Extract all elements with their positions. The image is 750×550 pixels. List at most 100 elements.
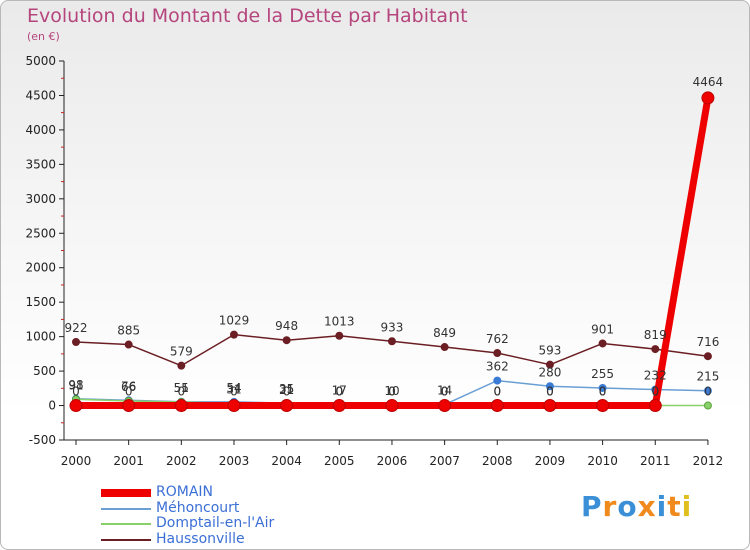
data-label: 922 [65,321,88,335]
legend-label: Haussonville [156,531,245,547]
logo-letter: o [617,490,638,523]
data-point [438,399,452,413]
data-point [703,401,712,410]
data-label: 232 [644,369,667,383]
data-label: 1013 [324,315,355,329]
data-label: 31 [226,382,241,396]
logo-letter: x [637,490,657,523]
data-label: 819 [644,328,667,342]
x-tick-label: 2004 [271,454,302,468]
data-label: 0 [441,385,449,399]
data-label: 593 [538,344,561,358]
data-point [72,338,80,347]
data-label: 51 [174,381,189,395]
data-label: 10 [384,384,399,398]
data-label: 4464 [693,75,724,89]
proxiti-logo: Proxiti [581,490,692,523]
data-point [122,399,136,413]
data-point [124,340,133,349]
data-point [174,399,188,413]
x-tick-label: 2007 [429,454,460,468]
data-point [493,349,502,358]
data-label: 362 [486,360,509,374]
data-point [280,399,294,413]
data-point [177,361,186,370]
data-point [227,399,241,413]
data-label: 0 [599,385,607,399]
data-label: 885 [117,324,140,338]
data-point [703,352,712,361]
y-tick-label: 3500 [25,157,56,171]
y-tick-label: 2500 [25,226,56,240]
series-line-0 [76,97,712,410]
data-label: 0 [493,385,501,399]
data-label: 0 [704,385,712,399]
logo-letter: P [581,490,603,523]
data-label: 21 [279,383,294,397]
y-tick-label: 5000 [25,54,56,68]
data-label: 98 [68,378,83,392]
data-label: 849 [433,326,456,340]
data-point [335,331,344,340]
data-label: 0 [546,385,554,399]
data-label: 579 [170,345,193,359]
chart-subtitle: (en €) [27,30,60,43]
y-tick-label: 2000 [25,261,56,275]
x-tick-label: 2012 [693,454,724,468]
data-label: 0 [283,385,291,399]
x-tick-label: 2003 [219,454,250,468]
data-label: 76 [121,379,136,393]
legend-swatch [101,539,151,541]
chart-title: Evolution du Montant de la Dette par Hab… [27,5,468,27]
data-point [387,337,396,346]
legend-swatch [101,523,151,525]
data-label: 0 [335,385,343,399]
data-label: 716 [696,335,719,349]
y-tick-label: 1500 [25,295,56,309]
data-label: 0 [651,385,659,399]
data-label: 14 [437,384,452,398]
data-label: 1029 [219,314,250,328]
data-point [651,345,660,354]
y-tick-label: 500 [33,364,56,378]
data-point [596,399,610,413]
data-point [440,343,449,352]
y-tick-label: 0 [48,399,56,413]
x-tick-label: 2009 [535,454,566,468]
logo-letter: t [667,490,682,523]
data-label: 0 [230,385,238,399]
data-label: 0 [388,385,396,399]
x-tick-label: 2002 [166,454,197,468]
x-tick-label: 2008 [482,454,513,468]
legend-swatch [101,508,151,510]
x-tick-label: 2000 [61,454,92,468]
data-label: 91 [68,378,83,392]
data-point [598,383,607,392]
data-label: 55 [174,381,189,395]
logo-letter: r [602,490,618,523]
data-label: 0 [651,385,659,399]
data-point [545,360,554,369]
y-tick-label: 1000 [25,330,56,344]
data-point [385,399,399,413]
data-label: 280 [538,365,561,379]
data-point [332,399,346,413]
x-tick-label: 2005 [324,454,355,468]
legend-label: Méhoncourt [156,500,240,516]
data-label: 901 [591,322,614,336]
data-label: 0 [177,385,185,399]
data-label: 66 [121,380,136,394]
data-point [701,91,715,105]
data-point [543,399,557,413]
data-label: 0 [441,385,449,399]
data-point [229,330,238,339]
data-label: 0 [546,385,554,399]
data-label: 0 [72,385,80,399]
data-label: 0 [388,385,396,399]
data-label: 0 [493,385,501,399]
data-label: 0 [599,385,607,399]
data-label: 54 [226,381,241,395]
data-point [648,399,662,413]
